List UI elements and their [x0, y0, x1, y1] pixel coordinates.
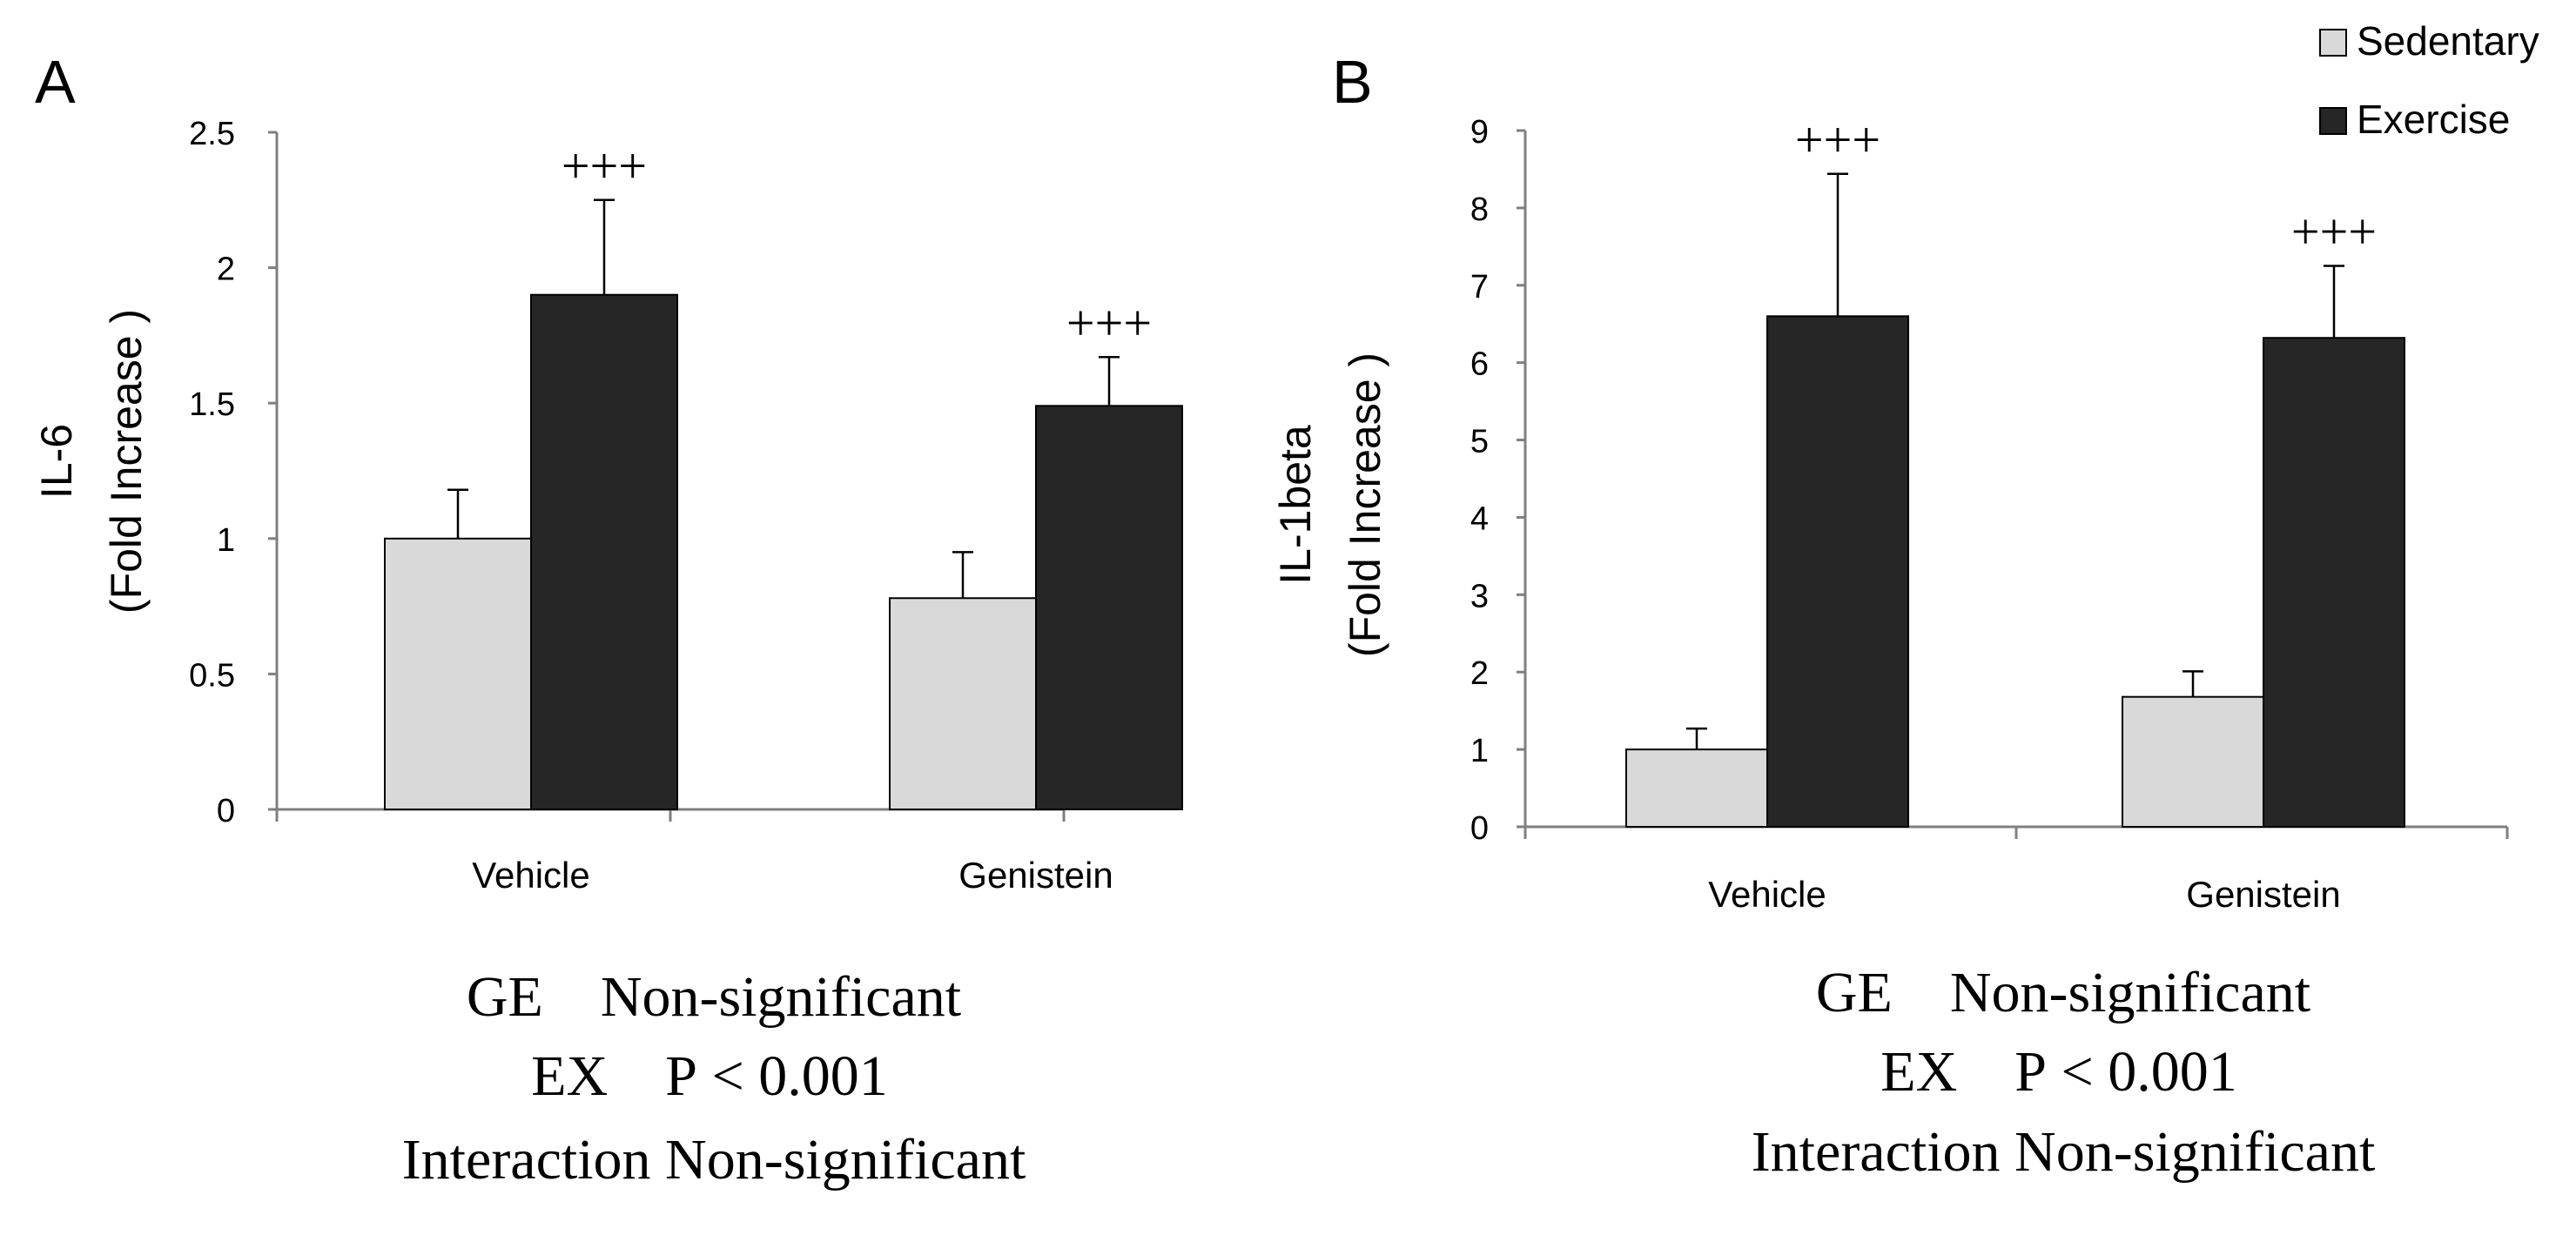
panel-b-letter: B	[1332, 48, 1373, 116]
panel-a-ytick-label: 1	[217, 522, 235, 559]
panel-b-ytick-label: 7	[1470, 269, 1489, 305]
panel-a-bar-exercise-genistein	[1035, 405, 1183, 810]
panel-b-bar-exercise-genistein	[2263, 337, 2405, 828]
panel-b-ytick-label: 0	[1470, 810, 1489, 847]
panel-b-bar-exercise-vehicle	[1766, 315, 1909, 829]
panel-a-ylabel-line1: IL-6	[32, 424, 81, 499]
panel-b-ytick-label: 5	[1470, 424, 1489, 460]
panel-a-significance-mark: +++	[1066, 294, 1152, 351]
panel-a-ytick-label: 0	[217, 793, 235, 829]
panel-b-category-label: Vehicle	[1708, 874, 1826, 915]
panel-a-ylabel: IL-6 (Fold Increase )	[32, 309, 151, 614]
panel-b-bar-sedentary-genistein	[2122, 695, 2264, 829]
panel-a-significance-mark: +++	[562, 138, 647, 194]
panel-a-category-label: Vehicle	[472, 855, 589, 896]
legend-label-sedentary: Sedentary	[2357, 18, 2539, 64]
panel-b-plot: 0 1 2 3 4 5 6 7 8 9 +++ Vehicle +++ Genistein	[1470, 111, 2509, 915]
panel-a-stat-ge: GE Non-significant	[467, 965, 961, 1029]
panel-b-ylabel-line2: (Fold Increase )	[1341, 352, 1389, 657]
panel-a-bar-exercise-vehicle	[530, 293, 678, 811]
panel-a: A IL-6 (Fold Increase ) 0 0.5 1 1.5 2 2.5 +++ V…	[32, 48, 1183, 1191]
panel-b-stats: GE Non-significant EX P < 0.001 Interact…	[1752, 961, 2376, 1184]
panel-b-bar-sedentary-vehicle	[1625, 748, 1768, 828]
panel-b-ytick-label: 2	[1470, 655, 1489, 692]
panel-b-ytick-label: 6	[1470, 346, 1489, 383]
panel-b: B IL-1beta (Fold Increase ) 0 1 2 3 4 5 6 7 8 9 ++…	[1271, 48, 2509, 1184]
panel-b-significance-mark: +++	[1795, 111, 1880, 168]
panel-a-stat-interaction: Interaction Non-significant	[402, 1128, 1026, 1191]
panel-a-bar-sedentary-genistein	[889, 597, 1037, 810]
legend: Sedentary Exercise	[2319, 18, 2539, 142]
panel-a-ytick-label: 1.5	[189, 386, 235, 423]
panel-a-plot: 0 0.5 1 1.5 2 2.5 +++ Vehicle +++ Genistein	[189, 116, 1183, 896]
panel-a-bar-sedentary-vehicle	[384, 537, 532, 810]
panel-b-ylabel: IL-1beta (Fold Increase )	[1271, 352, 1389, 657]
panel-b-ytick-label: 9	[1470, 114, 1489, 151]
legend-label-exercise: Exercise	[2357, 97, 2510, 142]
panel-b-stat-ge: GE Non-significant	[1816, 961, 2310, 1024]
panel-b-ytick-label: 1	[1470, 733, 1489, 769]
panel-b-ylabel-line1: IL-1beta	[1271, 425, 1320, 585]
legend-swatch-exercise	[2319, 107, 2347, 135]
panel-a-ytick-label: 0.5	[189, 657, 235, 694]
panel-b-significance-mark: +++	[2291, 204, 2377, 260]
panel-b-ytick-label: 8	[1470, 191, 1489, 228]
panel-b-category-label: Genistein	[2186, 874, 2340, 915]
panel-a-stat-ex: EX P < 0.001	[531, 1044, 887, 1108]
panel-a-ytick-label: 2.5	[189, 116, 235, 152]
panel-b-stat-ex: EX P < 0.001	[1880, 1040, 2236, 1104]
legend-swatch-sedentary	[2319, 29, 2347, 57]
panel-a-ylabel-line2: (Fold Increase )	[102, 309, 151, 614]
panel-b-stat-interaction: Interaction Non-significant	[1752, 1120, 2376, 1184]
panel-a-stats: GE Non-significant EX P < 0.001 Interact…	[402, 965, 1026, 1191]
panel-a-category-label: Genistein	[958, 855, 1113, 896]
panel-b-ytick-label: 4	[1470, 500, 1489, 537]
panel-a-letter: A	[35, 48, 76, 116]
panel-b-ytick-label: 3	[1470, 578, 1489, 614]
panel-a-ytick-label: 2	[217, 252, 235, 288]
